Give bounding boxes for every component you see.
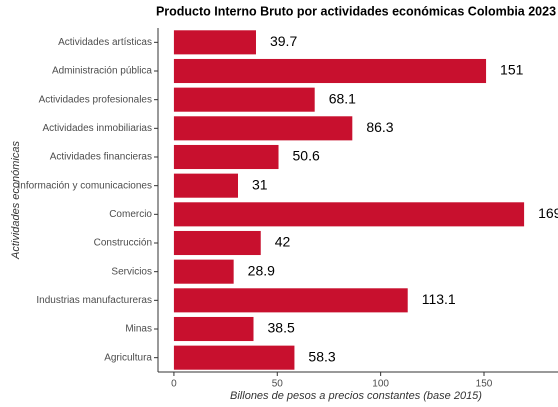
bar (173, 87, 315, 112)
y-tick-label: Información y comunicaciones (17, 180, 152, 191)
chart-title: Producto Interno Bruto por actividades e… (156, 4, 556, 18)
bar (173, 30, 256, 55)
y-axis-label: Actividades económicas (10, 141, 22, 261)
x-tick-label: 150 (476, 379, 493, 390)
x-axis-label: Billones de pesos a precios constantes (… (230, 390, 482, 402)
value-label: 39.7 (270, 33, 297, 49)
y-tick-label: Agricultura (104, 352, 152, 363)
x-tick-label: 50 (272, 379, 284, 390)
bar (173, 58, 487, 84)
value-label: 68.1 (329, 90, 356, 106)
value-label: 151 (500, 62, 524, 78)
y-tick-label: Actividades inmobiliarias (43, 123, 153, 134)
bar (173, 288, 408, 313)
bar (173, 259, 234, 284)
value-label: 169.4 (538, 205, 558, 221)
y-tick-label: Industrias manufactureras (36, 295, 152, 306)
bar (173, 316, 254, 342)
value-label: 38.5 (268, 320, 295, 336)
y-tick-label: Actividades artísticas (58, 37, 152, 48)
x-tick-label: 0 (171, 379, 177, 390)
bar (173, 116, 353, 141)
y-tick-label: Actividades profesionales (39, 94, 152, 105)
y-tick-label: Administración pública (52, 66, 152, 77)
y-tick-label: Actividades financieras (50, 152, 152, 163)
value-label: 42 (275, 234, 291, 250)
y-tick-label: Construcción (94, 238, 152, 249)
value-label: 28.9 (248, 262, 275, 278)
y-tick-label: Servicios (111, 266, 152, 277)
value-label: 50.6 (293, 148, 320, 164)
bar (173, 144, 279, 170)
value-label: 31 (252, 176, 268, 192)
y-tick-label: Minas (125, 324, 152, 335)
y-tick-label: Comercio (109, 209, 152, 220)
value-label: 113.1 (422, 291, 456, 307)
bar (173, 345, 295, 370)
bar (173, 230, 261, 256)
x-tick-label: 100 (372, 379, 389, 390)
value-label: 86.3 (366, 119, 393, 135)
value-label: 58.3 (308, 348, 335, 364)
bar (173, 202, 525, 227)
bar (173, 173, 238, 198)
